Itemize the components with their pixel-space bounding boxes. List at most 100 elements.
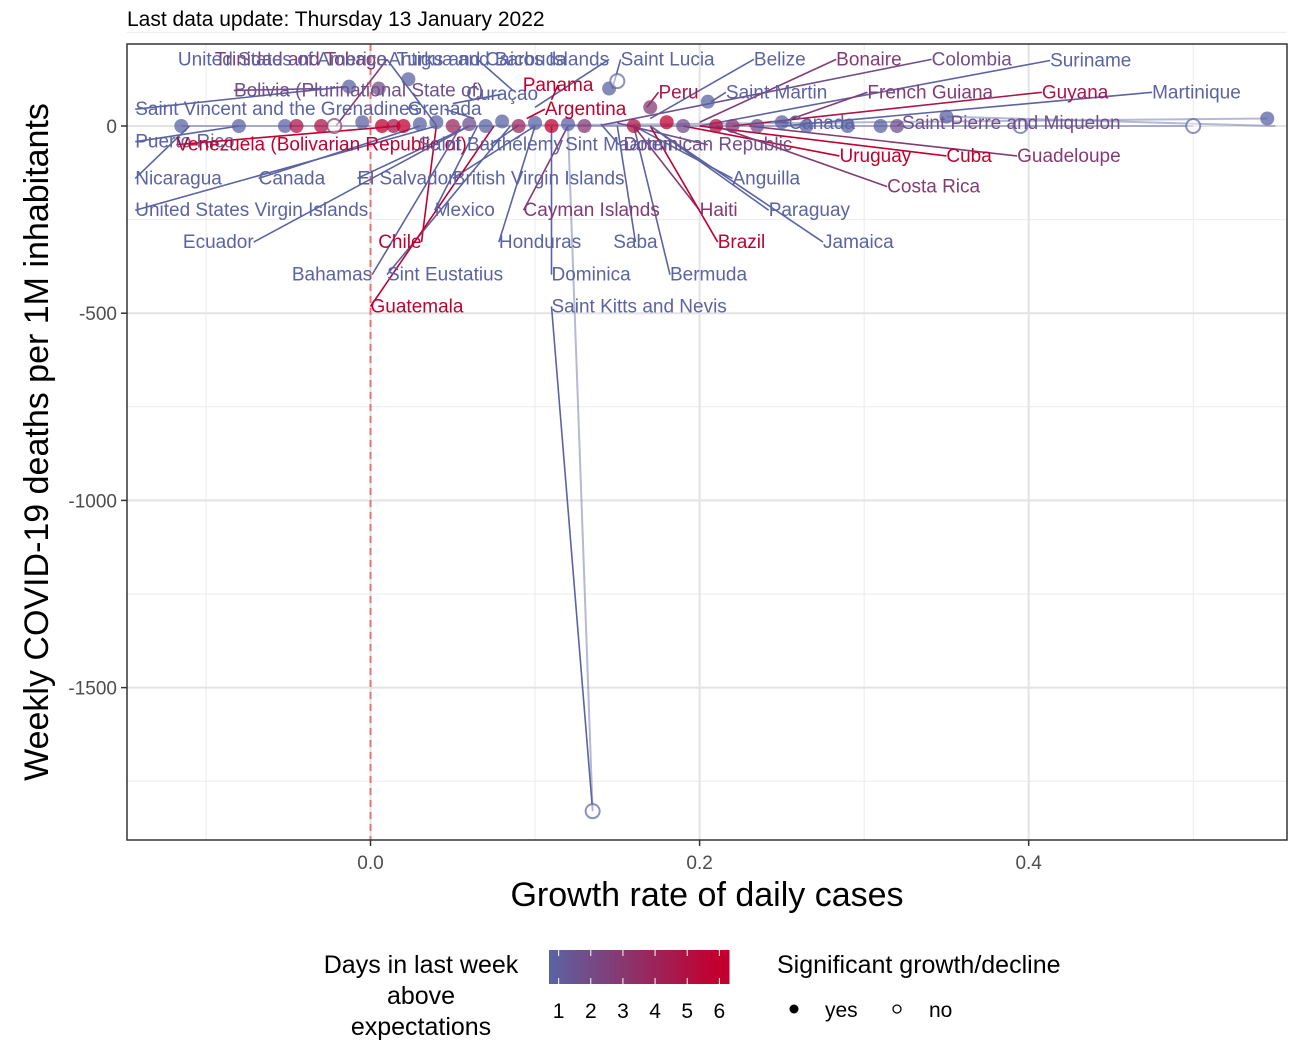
label-connector [444, 108, 475, 120]
data-point [511, 118, 526, 133]
point-label: Canada [788, 113, 855, 134]
data-point [577, 118, 592, 133]
point-label: Antigua and Barbuda [388, 49, 567, 70]
legend-colorbar-segment [624, 950, 628, 984]
label-connector [452, 125, 536, 180]
point-label: Sint Maarten [565, 135, 673, 156]
point-label: United States Virgin Islands [135, 200, 368, 221]
label-connector [781, 91, 868, 124]
legend-colorbar-label: 3 [617, 1000, 629, 1023]
point-label: Nicaragua [135, 168, 222, 189]
data-point [342, 79, 357, 94]
legend-colorbar-segment [690, 950, 694, 984]
legend-shape-open [892, 1004, 902, 1014]
point-label: Curaçao [466, 84, 538, 105]
label-connector [433, 125, 479, 211]
legend-colorbar-segment [579, 950, 583, 984]
legend-colorbar-segment [684, 950, 688, 984]
legend-colorbar-segment [618, 950, 622, 984]
data-point [873, 118, 888, 133]
trajectory-line [566, 125, 594, 812]
data-point [314, 118, 329, 133]
legend-colorbar-segment [669, 950, 673, 984]
point-label: Colombia [932, 49, 1013, 70]
label-connector [386, 58, 437, 126]
point-label: Peru [658, 82, 698, 103]
legend-colorbar-segment [561, 950, 565, 984]
point-label: Cayman Islands [524, 200, 660, 221]
label-connector [526, 108, 546, 120]
legend-colorbar-segment [639, 950, 643, 984]
point-label: Martinique [1152, 82, 1241, 103]
label-connector [550, 84, 559, 101]
legend-colorbar-segment [720, 950, 724, 984]
point-label: Suriname [1050, 50, 1131, 71]
legend-colorbar-segment [630, 950, 634, 984]
data-point [939, 109, 954, 124]
legend-colorbar-segment [693, 950, 697, 984]
point-label: Honduras [499, 232, 581, 253]
label-connector [135, 125, 437, 212]
data-point [528, 116, 543, 131]
label-connector [371, 125, 462, 276]
legend-colorbar-segment [555, 950, 559, 984]
point-label: Saint Lucia [621, 49, 715, 70]
point-label: Anguilla [733, 168, 801, 189]
point-label: Ecuador [183, 232, 254, 253]
legend-colorbar-segment [687, 950, 691, 984]
legend-colorbar-segment [621, 950, 625, 984]
legend-colorbar-segment [726, 950, 730, 984]
label-connector [233, 87, 322, 92]
label-connector [715, 125, 888, 188]
point-label: Costa Rica [887, 177, 980, 198]
legend-shape-label: yes [825, 999, 858, 1022]
label-connector [134, 125, 191, 179]
legend-colorbar-segment [594, 950, 598, 984]
label-connector [369, 125, 495, 307]
point-label: Guyana [1042, 82, 1109, 103]
point-label: French Guiana [867, 82, 993, 103]
x-tick-label: 0.0 [357, 853, 383, 874]
legend-colorbar-segment [711, 950, 715, 984]
label-connector [335, 58, 388, 127]
legend-colorbar-segment [570, 950, 574, 984]
legend-colorbar-segment [675, 950, 679, 984]
data-point [355, 115, 370, 130]
point-label: Puerto Rico [135, 132, 234, 153]
legend-colorbar-segment [672, 950, 676, 984]
point-label: Saint Martin [726, 82, 827, 103]
label-connector [534, 58, 610, 108]
legend-colorbar-segment [558, 950, 562, 984]
data-point [725, 118, 740, 133]
legend-colorbar-segment [576, 950, 580, 984]
x-tick-label: 0.2 [686, 853, 712, 874]
y-tick-label: -1500 [68, 679, 117, 700]
label-connector [633, 125, 701, 211]
legend-colorbar-segment [612, 950, 616, 984]
data-point [375, 118, 390, 133]
label-connector [600, 58, 932, 127]
data-point [750, 118, 765, 133]
x-tick-label: 0.4 [1015, 853, 1042, 874]
legend-colorbar-label: 5 [681, 1000, 693, 1023]
data-point [700, 94, 715, 109]
data-point [326, 117, 343, 134]
legend-color-title: Days in last week [324, 951, 519, 979]
label-connector [476, 58, 515, 92]
data-point [560, 117, 575, 132]
legend-colorbar-segment [714, 950, 718, 984]
legend-colorbar-segment [573, 950, 577, 984]
legend-colorbar-segment [657, 950, 661, 984]
data-point [396, 118, 411, 133]
y-tick-label: 0 [106, 117, 117, 138]
label-connector [600, 123, 620, 146]
label-connector [616, 125, 637, 243]
point-label: Trinidad and Tobago [215, 49, 387, 70]
point-label: Bermuda [670, 265, 748, 286]
label-connector [550, 306, 594, 812]
point-label: Bonaire [836, 49, 902, 70]
y-tick-label: -1000 [68, 491, 117, 512]
point-label: United States of America [178, 49, 388, 70]
y-tick-label: -500 [79, 304, 117, 325]
data-point [890, 118, 905, 133]
